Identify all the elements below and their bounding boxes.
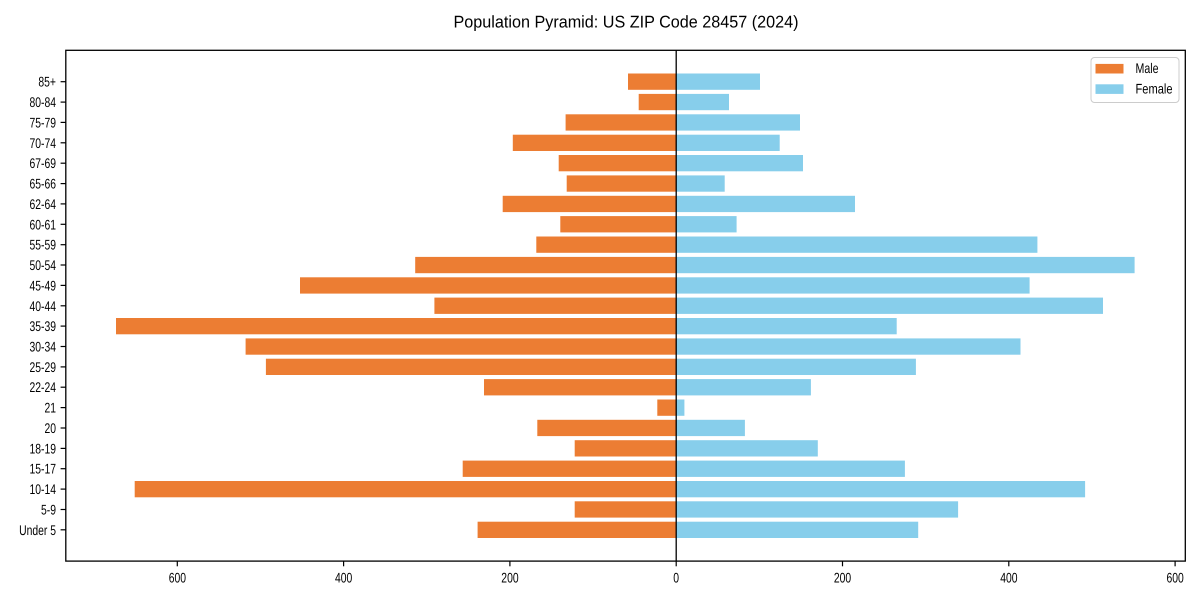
svg-text:200: 200 — [834, 569, 851, 585]
svg-text:45-49: 45-49 — [30, 277, 57, 293]
svg-text:5-9: 5-9 — [41, 502, 56, 518]
svg-text:Male: Male — [1136, 60, 1159, 76]
svg-text:400: 400 — [1000, 569, 1017, 585]
svg-text:20: 20 — [45, 420, 57, 436]
svg-text:62-64: 62-64 — [30, 196, 57, 212]
svg-text:75-79: 75-79 — [30, 114, 57, 130]
svg-text:70-74: 70-74 — [30, 135, 57, 151]
svg-text:Under 5: Under 5 — [19, 522, 56, 538]
svg-text:400: 400 — [335, 569, 352, 585]
svg-text:85+: 85+ — [38, 74, 56, 90]
svg-text:67-69: 67-69 — [30, 155, 57, 171]
svg-text:50-54: 50-54 — [30, 257, 57, 273]
svg-text:10-14: 10-14 — [30, 481, 57, 497]
svg-text:0: 0 — [673, 569, 679, 585]
svg-text:Female: Female — [1136, 81, 1173, 97]
svg-text:200: 200 — [501, 569, 518, 585]
svg-text:600: 600 — [1167, 569, 1184, 585]
svg-text:40-44: 40-44 — [30, 298, 57, 314]
svg-text:65-66: 65-66 — [30, 176, 57, 192]
svg-text:80-84: 80-84 — [30, 94, 57, 110]
svg-text:25-29: 25-29 — [30, 359, 57, 375]
svg-text:35-39: 35-39 — [30, 318, 57, 334]
svg-text:18-19: 18-19 — [30, 440, 57, 456]
svg-text:55-59: 55-59 — [30, 237, 57, 253]
svg-text:22-24: 22-24 — [30, 379, 57, 395]
svg-text:15-17: 15-17 — [30, 461, 57, 477]
svg-text:600: 600 — [169, 569, 186, 585]
svg-text:21: 21 — [45, 400, 57, 416]
svg-text:60-61: 60-61 — [30, 216, 57, 232]
svg-text:Population Pyramid: US ZIP Cod: Population Pyramid: US ZIP Code 28457 (2… — [454, 13, 799, 32]
svg-text:30-34: 30-34 — [30, 339, 57, 355]
